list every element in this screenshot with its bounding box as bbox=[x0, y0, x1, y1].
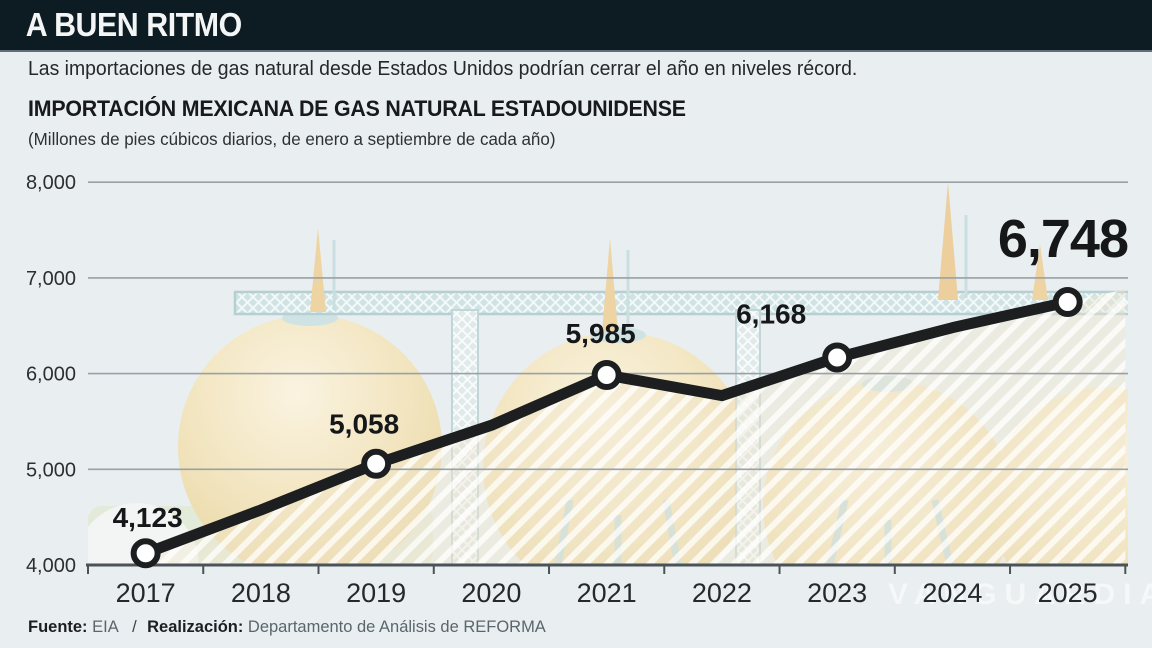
data-label-emphasis: 6,748 bbox=[998, 209, 1128, 269]
x-axis bbox=[86, 563, 1128, 574]
data-label: 6,168 bbox=[736, 299, 806, 330]
data-label: 4,123 bbox=[113, 502, 183, 533]
x-axis-label: 2025 bbox=[1038, 578, 1098, 608]
pipe-truss-bridge bbox=[233, 290, 1128, 316]
data-labels: 4,123 5,058 5,985 6,168 6,748 bbox=[113, 209, 1129, 533]
header-bar: A BUEN RITMO bbox=[0, 0, 1152, 52]
data-label: 5,985 bbox=[566, 318, 636, 349]
chart-subtitle: (Millones de pies cúbicos diarios, de en… bbox=[28, 129, 556, 149]
chart-title: IMPORTACIÓN MEXICANA DE GAS NATURAL ESTA… bbox=[28, 96, 686, 121]
x-axis-label: 2018 bbox=[231, 578, 291, 608]
data-label: 5,058 bbox=[329, 409, 399, 440]
y-axis-label: 7,000 bbox=[26, 268, 76, 290]
x-axis-label: 2019 bbox=[346, 578, 406, 608]
y-axis-label: 5,000 bbox=[26, 459, 76, 481]
watermark-text: VANGUARDIA bbox=[888, 578, 1152, 611]
x-axis-label: 2024 bbox=[922, 578, 982, 608]
realization-label: Realización: bbox=[147, 617, 244, 636]
page-title: A BUEN RITMO bbox=[25, 6, 242, 43]
source-label: Fuente: bbox=[28, 617, 88, 636]
x-axis-label: 2023 bbox=[807, 578, 867, 608]
y-axis-labels: 4,000 5,000 6,000 7,000 8,000 bbox=[26, 172, 76, 577]
data-point-marker bbox=[130, 538, 161, 569]
x-axis-label: 2017 bbox=[116, 578, 176, 608]
data-point-marker bbox=[591, 360, 622, 391]
realization-value: Departamento de Análisis de REFORMA bbox=[247, 617, 546, 636]
y-axis-label: 8,000 bbox=[26, 172, 76, 194]
area-fill bbox=[145, 289, 1126, 565]
x-axis-labels: 2017 2018 2019 2020 2021 2022 2023 2024 2025 bbox=[116, 578, 1098, 608]
source-value: EIA bbox=[92, 617, 118, 636]
data-point-marker bbox=[361, 448, 392, 479]
y-axis-label: 6,000 bbox=[26, 364, 76, 386]
x-axis-label: 2020 bbox=[461, 578, 521, 608]
data-point-marker bbox=[1052, 287, 1083, 318]
source-divider: / bbox=[132, 617, 137, 636]
data-series bbox=[130, 287, 1083, 569]
y-axis-label: 4,000 bbox=[26, 555, 76, 577]
source-line: Fuente: EIA / Realización: Departamento … bbox=[28, 617, 546, 637]
x-axis-label: 2021 bbox=[577, 578, 637, 608]
data-point-marker bbox=[822, 342, 853, 373]
flare-masts bbox=[310, 182, 1048, 332]
x-axis-label: 2022 bbox=[692, 578, 752, 608]
watermark-layer: VANGUARDIA bbox=[888, 578, 1152, 611]
area-under-line bbox=[145, 289, 1126, 565]
intro-text: Las importaciones de gas natural desde E… bbox=[28, 58, 858, 80]
